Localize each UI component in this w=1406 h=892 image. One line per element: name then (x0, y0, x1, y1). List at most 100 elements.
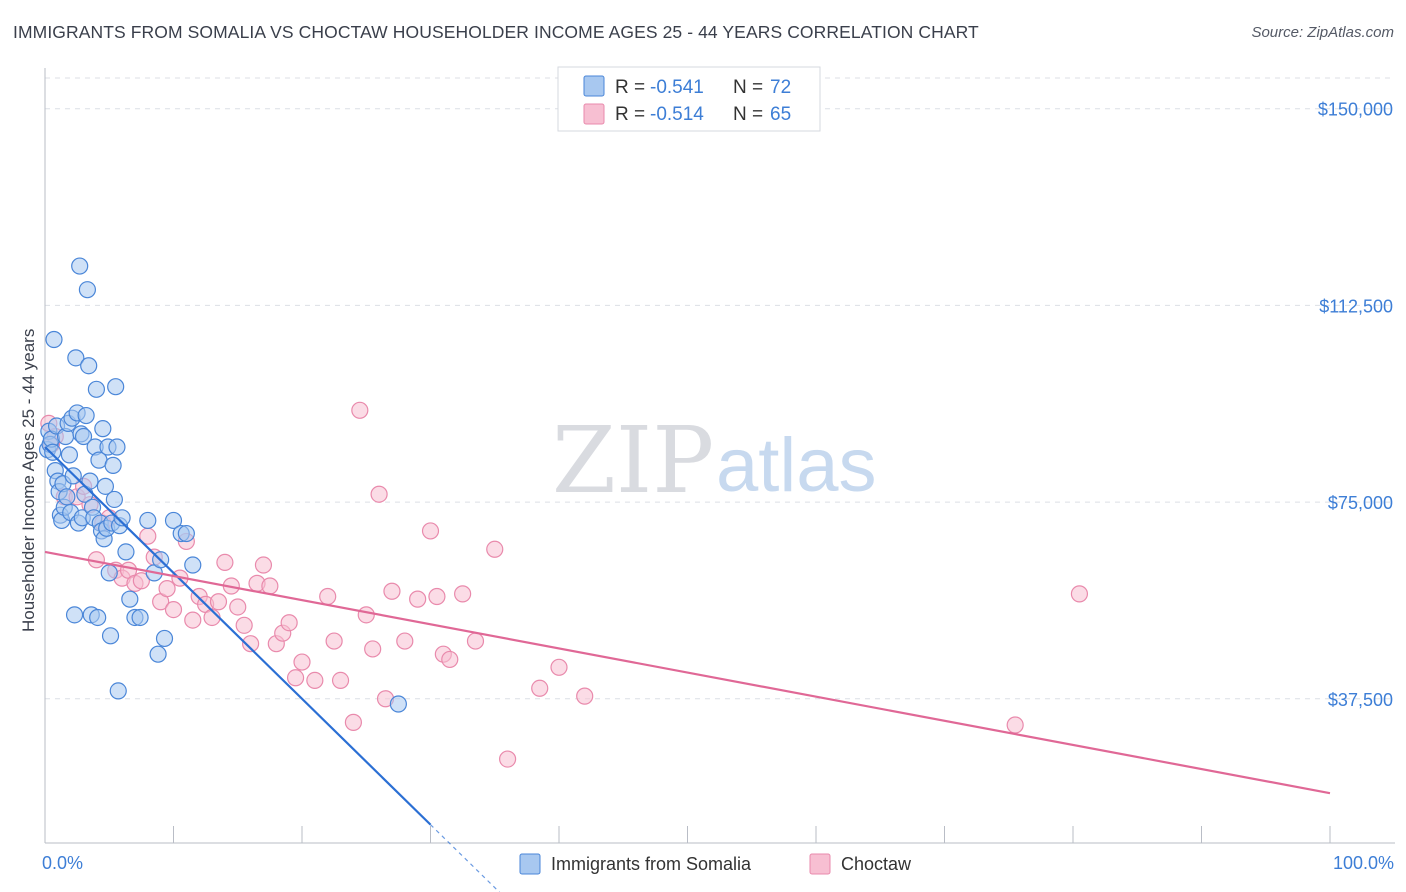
somalia-point-59 (121, 590, 139, 608)
somalia-point-58 (117, 543, 135, 561)
trend-lines (44, 446, 1331, 892)
choctaw-point-27 (216, 553, 234, 571)
legend-n-label-choctaw: N = (733, 104, 763, 125)
somalia-trend-line (44, 446, 432, 826)
choctaw-point-50 (383, 582, 401, 600)
choctaw-point-38 (286, 669, 305, 687)
choctaw-point-43 (331, 671, 350, 690)
somalia-point-61 (131, 608, 149, 627)
choctaw-point-46 (357, 606, 375, 624)
choctaw-point-37 (280, 614, 298, 632)
y-axis-label: Householder Income Ages 25 - 44 years (19, 329, 38, 632)
bottom-legend-swatch-somalia (519, 853, 541, 875)
choctaw-point-26 (209, 593, 228, 611)
y-tick-label-3: $150,000 (1318, 100, 1393, 120)
somalia-point-55 (109, 682, 127, 700)
somalia-point-25 (71, 257, 89, 275)
legend-n-value-somalia: 72 (770, 77, 791, 98)
somalia-trend-extension (430, 824, 501, 892)
legend-r-label-choctaw: R = (615, 104, 645, 125)
legend-swatch-somalia (583, 75, 605, 97)
choctaw-point-52 (409, 590, 427, 608)
somalia-point-32 (80, 357, 98, 375)
choctaw-point-59 (486, 540, 504, 558)
somalia-point-28 (74, 427, 93, 446)
somalia-point-5 (45, 330, 63, 349)
legend-r-value-somalia: -0.541 (650, 77, 704, 98)
choctaw-point-57 (454, 585, 472, 603)
somalia-point-43 (94, 420, 112, 438)
choctaw-point-58 (466, 632, 485, 650)
choctaw-point-64 (1006, 716, 1024, 734)
somalia-point-66 (155, 629, 174, 648)
choctaw-point-45 (351, 401, 369, 419)
somalia-point-48 (100, 564, 118, 582)
somalia-point-38 (87, 380, 106, 398)
somalia-point-54 (108, 438, 126, 456)
choctaw-point-18 (158, 580, 176, 598)
choctaw-point-62 (550, 658, 568, 676)
choctaw-point-47 (364, 640, 382, 658)
somalia-point-52 (105, 490, 123, 509)
somalia-point-57 (113, 509, 131, 527)
bottom-legend-label-somalia: Immigrants from Somalia (551, 854, 752, 874)
somalia-point-64 (149, 645, 167, 663)
choctaw-point-61 (531, 679, 549, 697)
bottom-legend-swatch-choctaw (809, 853, 831, 875)
y-tick-labels: $37,500 $75,000 $112,500 $150,000 (1318, 100, 1393, 710)
choctaw-point-56 (441, 650, 459, 669)
somalia-point-21 (65, 606, 84, 624)
choctaw-point-30 (235, 616, 253, 634)
choctaw-point-60 (499, 750, 517, 768)
choctaw-point-65 (1070, 585, 1089, 603)
y-tick-label-1: $75,000 (1328, 493, 1393, 513)
somalia-point-31 (78, 281, 97, 299)
choctaw-point-14 (132, 572, 150, 590)
choctaw-point-39 (293, 653, 311, 671)
somalia-point-30 (77, 406, 95, 425)
legend-swatch-choctaw (583, 103, 605, 125)
watermark-zip: ZIP (552, 407, 714, 514)
choctaw-point-40 (306, 671, 324, 690)
somalia-point-69 (177, 524, 195, 543)
legend-n-value-choctaw: 65 (770, 104, 791, 125)
bottom-legend: Immigrants from Somalia Choctaw (519, 853, 912, 875)
choctaw-point-31 (242, 635, 260, 653)
choctaw-point-22 (184, 611, 202, 629)
somalia-point-62 (139, 511, 157, 530)
choctaw-point-48 (370, 485, 388, 503)
somalia-point-17 (60, 446, 79, 464)
somalia-point-49 (101, 627, 120, 645)
x-tick-label-max: 100.0% (1333, 853, 1394, 873)
choctaw-point-42 (325, 632, 343, 650)
somalia-point-70 (184, 556, 202, 574)
somalia-point-51 (104, 456, 122, 474)
somalia-point-53 (107, 378, 125, 396)
choctaw-trend-line (44, 550, 1331, 795)
somalia-points (38, 257, 407, 713)
chart-title: IMMIGRANTS FROM SOMALIA VS CHOCTAW HOUSE… (13, 22, 979, 42)
somalia-point-22 (67, 349, 85, 367)
choctaw-point-29 (229, 598, 247, 616)
legend-n-label-somalia: N = (733, 77, 763, 98)
choctaw-point-41 (319, 587, 337, 606)
somalia-point-71 (389, 695, 407, 713)
watermark-atlas: atlas (716, 423, 877, 508)
choctaw-point-33 (254, 556, 273, 574)
choctaw-point-53 (421, 522, 440, 540)
chart-source: Source: ZipAtlas.com (1251, 24, 1394, 41)
bottom-legend-label-choctaw: Choctaw (841, 854, 912, 874)
choctaw-point-34 (261, 577, 279, 595)
somalia-point-15 (58, 488, 76, 506)
somalia-point-67 (164, 511, 183, 530)
somalia-point-39 (89, 608, 107, 627)
legend-box: R = -0.541 N = 72 R = -0.514 N = 65 (557, 66, 821, 132)
y-tick-label-2: $112,500 (1319, 296, 1393, 316)
choctaw-point-63 (576, 687, 594, 705)
choctaw-point-51 (396, 632, 414, 650)
choctaw-point-19 (164, 601, 183, 619)
choctaw-point-44 (344, 713, 362, 731)
y-tick-label-0: $37,500 (1328, 690, 1393, 710)
somalia-point-33 (81, 472, 99, 490)
